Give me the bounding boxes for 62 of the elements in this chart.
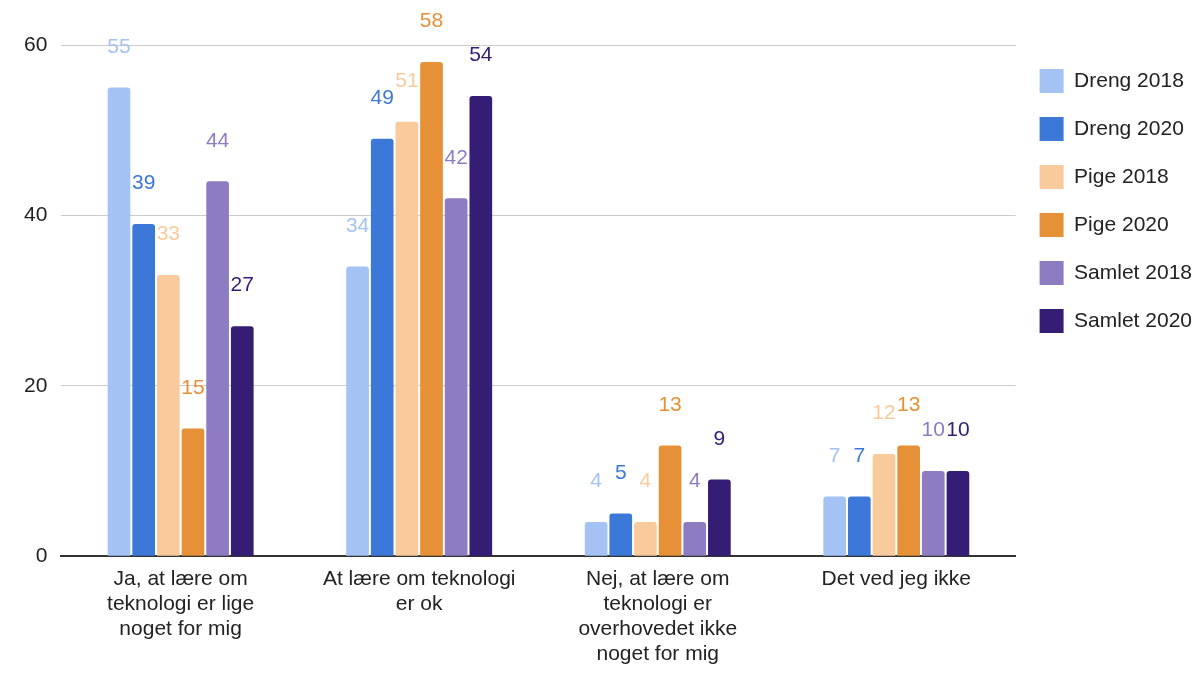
bar [848, 496, 871, 556]
bar [346, 266, 369, 556]
bar [132, 223, 155, 556]
legend-label: Pige 2018 [1074, 163, 1169, 187]
data-label: 7 [828, 442, 841, 466]
y-tick-label: 60 [24, 31, 48, 55]
bar [872, 453, 896, 556]
data-label: 9 [713, 425, 726, 449]
bar [634, 522, 657, 556]
y-tick-label: 40 [24, 202, 48, 226]
bar [584, 522, 608, 556]
x-tick-label: Det ved jeg ikke [821, 565, 972, 589]
data-label: 10 [946, 417, 970, 441]
data-label: 13 [658, 391, 682, 415]
bar [609, 513, 633, 556]
x-tick-label: At lære om teknologi er ok [322, 565, 516, 614]
bar [823, 496, 847, 556]
data-label: 42 [444, 144, 468, 168]
data-label: 15 [181, 374, 205, 398]
data-label: 13 [896, 391, 921, 415]
data-label: 12 [872, 400, 896, 424]
x-tick-label: Ja, at lære om teknologi er lige noget for mig [107, 565, 255, 639]
data-label: 5 [614, 459, 627, 483]
data-label: 10 [921, 417, 945, 441]
data-label: 54 [469, 42, 493, 66]
y-tick-label: 20 [24, 372, 48, 396]
data-label: 55 [107, 33, 131, 57]
data-label: 7 [853, 442, 866, 466]
bar [370, 138, 394, 556]
bar [420, 62, 443, 556]
bar [230, 326, 254, 556]
bar [206, 181, 229, 556]
data-label: 58 [419, 8, 444, 32]
bar [181, 428, 205, 556]
bar [395, 121, 419, 556]
bar [469, 96, 493, 556]
data-label: 4 [688, 468, 701, 492]
bar [444, 198, 468, 556]
bar [946, 471, 970, 556]
bar [708, 479, 731, 556]
bar [683, 522, 707, 556]
legend-label: Pige 2020 [1074, 211, 1169, 235]
legend-label: Dreng 2018 [1074, 67, 1184, 91]
bar [921, 471, 945, 556]
data-label: 49 [370, 85, 394, 109]
x-tick-label: Nej, at lære om teknologi er overhovedet ikke noget for mig [578, 565, 738, 665]
legend-label: Samlet 2018 [1074, 259, 1193, 283]
bar [107, 87, 131, 556]
bar [658, 445, 682, 556]
y-tick-label: 0 [35, 543, 48, 566]
data-label: 33 [156, 221, 180, 245]
data-label: 51 [395, 67, 419, 91]
legend-label: Samlet 2020 [1074, 307, 1193, 331]
bar [156, 275, 180, 556]
data-label: 44 [205, 127, 230, 151]
bar [897, 445, 920, 556]
data-label: 39 [131, 170, 156, 194]
data-label: 27 [230, 272, 254, 296]
data-label: 4 [639, 468, 652, 492]
data-label: 34 [345, 212, 370, 236]
legend-label: Dreng 2020 [1074, 115, 1184, 139]
data-label: 4 [590, 468, 603, 492]
